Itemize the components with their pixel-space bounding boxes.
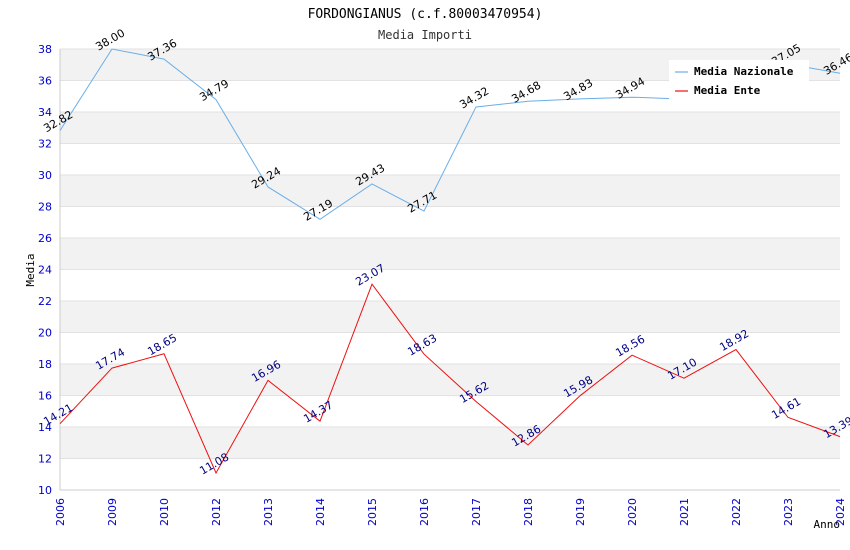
y-tick-label: 20 bbox=[38, 327, 52, 340]
y-tick-label: 32 bbox=[38, 138, 52, 151]
grid-bands bbox=[60, 48, 840, 491]
grid-band bbox=[60, 175, 840, 207]
y-tick-label: 24 bbox=[38, 264, 52, 277]
grid-band bbox=[60, 301, 840, 333]
x-tick-label: 2018 bbox=[522, 498, 535, 526]
y-tick-label: 12 bbox=[38, 453, 52, 466]
y-tick-label: 18 bbox=[38, 358, 52, 371]
y-tick-label: 36 bbox=[38, 75, 52, 88]
y-tick-label: 14 bbox=[38, 421, 52, 434]
y-tick-label: 10 bbox=[38, 484, 52, 497]
chart-title: FORDONGIANUS (c.f.80003470954) bbox=[308, 7, 543, 22]
y-tick-label: 34 bbox=[38, 106, 52, 119]
x-tick-label: 2021 bbox=[678, 498, 691, 526]
x-tick-label: 2012 bbox=[210, 498, 223, 526]
grid-band bbox=[60, 238, 840, 270]
x-tick-label: 2013 bbox=[262, 498, 275, 526]
series-line-ente bbox=[59, 283, 841, 475]
y-tick-label: 30 bbox=[38, 169, 52, 182]
x-tick-label: 2016 bbox=[418, 498, 431, 526]
x-tick-label: 2006 bbox=[54, 498, 67, 526]
y-tick-label: 38 bbox=[38, 43, 52, 56]
x-tick-label: 2019 bbox=[574, 498, 587, 526]
legend-label-nazionale: Media Nazionale bbox=[694, 65, 794, 78]
axes bbox=[59, 49, 840, 491]
grid-band bbox=[60, 364, 840, 396]
x-tick-label: 2015 bbox=[366, 498, 379, 526]
x-tick-label: 2014 bbox=[314, 498, 327, 526]
grid-band bbox=[60, 458, 840, 490]
grid-band bbox=[60, 112, 840, 144]
legend: Media Nazionale Media Ente bbox=[669, 60, 809, 100]
legend-label-ente: Media Ente bbox=[694, 84, 761, 97]
y-axis-label: Media bbox=[24, 253, 37, 286]
grid-band bbox=[60, 206, 840, 238]
x-tick-label: 2009 bbox=[106, 498, 119, 526]
x-tick-label: 2017 bbox=[470, 498, 483, 526]
grid-band bbox=[60, 427, 840, 459]
legend-background bbox=[669, 60, 809, 100]
y-tick-label: 22 bbox=[38, 295, 52, 308]
x-tick-label: 2023 bbox=[782, 498, 795, 526]
y-tick-label: 26 bbox=[38, 232, 52, 245]
x-tick-label: 2020 bbox=[626, 498, 639, 526]
x-tick-label: 2010 bbox=[158, 498, 171, 526]
x-tick-labels: 2006 2009 2010 2012 2013 2014 2015 2016 2017 2018… bbox=[54, 498, 847, 526]
chart-subtitle: Media Importi bbox=[378, 28, 472, 42]
x-axis-label: Anno bbox=[814, 518, 841, 531]
x-tick-label: 2024 bbox=[834, 498, 847, 526]
y-tick-label: 16 bbox=[38, 390, 52, 403]
y-tick-labels: 10 12 14 16 18 20 22 24 26 28 30 32 34 36 38 bbox=[38, 43, 52, 497]
grid-band bbox=[60, 395, 840, 427]
x-tick-label: 2022 bbox=[730, 498, 743, 526]
grid-band bbox=[60, 332, 840, 364]
y-tick-label: 28 bbox=[38, 201, 52, 214]
grid-band bbox=[60, 269, 840, 301]
